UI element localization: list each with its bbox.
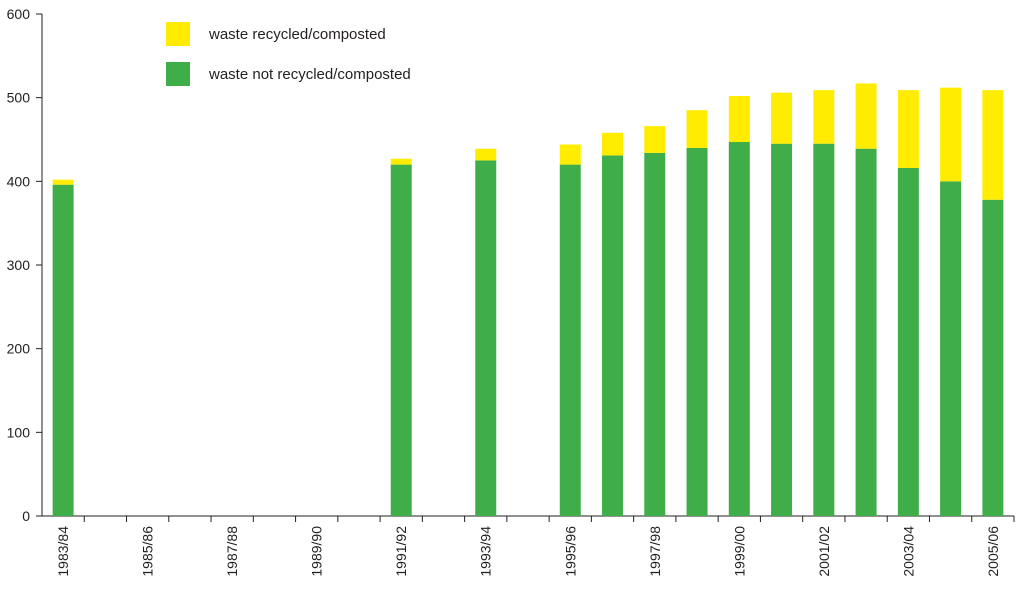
- x-tick-label: 1989/90: [309, 526, 325, 577]
- y-tick-label: 600: [7, 6, 31, 22]
- legend: waste recycled/composted waste not recycl…: [166, 22, 411, 86]
- bar-segment: [813, 90, 835, 144]
- bar-segment: [644, 152, 666, 517]
- y-tick-label: 0: [22, 508, 30, 524]
- bar-segment: [475, 148, 497, 161]
- legend-swatch: [166, 62, 190, 86]
- x-tick-label: 1999/00: [731, 526, 747, 577]
- x-axis: 1983/84 1985/86 1987/88 1989/90 1991/92 1993/…: [42, 515, 1015, 577]
- bar-segment: [644, 126, 666, 153]
- y-tick-label: 300: [7, 257, 31, 273]
- legend-label: waste not recycled/composted: [208, 66, 411, 83]
- x-tick-label: 1995/96: [562, 526, 578, 577]
- bar-segment: [602, 132, 624, 156]
- bar-segment: [813, 143, 835, 516]
- y-axis: 0 100 200 300 400 500 600: [7, 6, 43, 524]
- bar-segment: [390, 164, 412, 516]
- y-tick-label: 100: [7, 424, 31, 440]
- bar-segment: [52, 184, 74, 516]
- bar-segment: [897, 90, 919, 168]
- bar-segment: [771, 143, 793, 516]
- bar-segment: [728, 95, 750, 143]
- bar-segment: [855, 148, 877, 516]
- bar-segment: [559, 164, 581, 516]
- y-ticks: 0 100 200 300 400 500 600: [7, 6, 42, 524]
- x-tick-label: 1997/98: [647, 526, 663, 577]
- bar-segment: [982, 199, 1004, 517]
- x-tick-label: 2001/02: [816, 526, 832, 577]
- bar-segment: [686, 110, 708, 148]
- x-tick-label: 1991/92: [393, 526, 409, 577]
- x-tick-label: 1993/94: [478, 526, 494, 577]
- x-tick-label: 1983/84: [55, 526, 71, 577]
- bar-segment: [771, 92, 793, 144]
- y-tick-label: 500: [7, 90, 31, 106]
- y-tick-label: 400: [7, 173, 31, 189]
- bars: [52, 83, 1004, 517]
- bar-segment: [390, 158, 412, 165]
- x-tick-label: 2003/04: [900, 526, 916, 577]
- bar-segment: [897, 167, 919, 517]
- bar-segment: [940, 87, 962, 182]
- bar-segment: [855, 83, 877, 149]
- bar-segment: [940, 181, 962, 517]
- legend-label: waste recycled/composted: [208, 26, 386, 43]
- bar-segment: [728, 142, 750, 516]
- bar-segment: [52, 179, 74, 185]
- x-tick-label: 1987/88: [224, 526, 240, 577]
- x-tick-label: 1985/86: [140, 526, 156, 577]
- bar-segment: [686, 147, 708, 516]
- bar-segment: [475, 160, 497, 516]
- legend-swatch: [166, 22, 190, 46]
- y-tick-label: 200: [7, 341, 31, 357]
- bar-segment: [602, 155, 624, 516]
- bar-segment: [982, 90, 1004, 200]
- bar-segment: [559, 144, 581, 165]
- x-tick-label: 2005/06: [985, 526, 1001, 577]
- x-ticks: 1983/84 1985/86 1987/88 1989/90 1991/92 1993/…: [55, 516, 1015, 577]
